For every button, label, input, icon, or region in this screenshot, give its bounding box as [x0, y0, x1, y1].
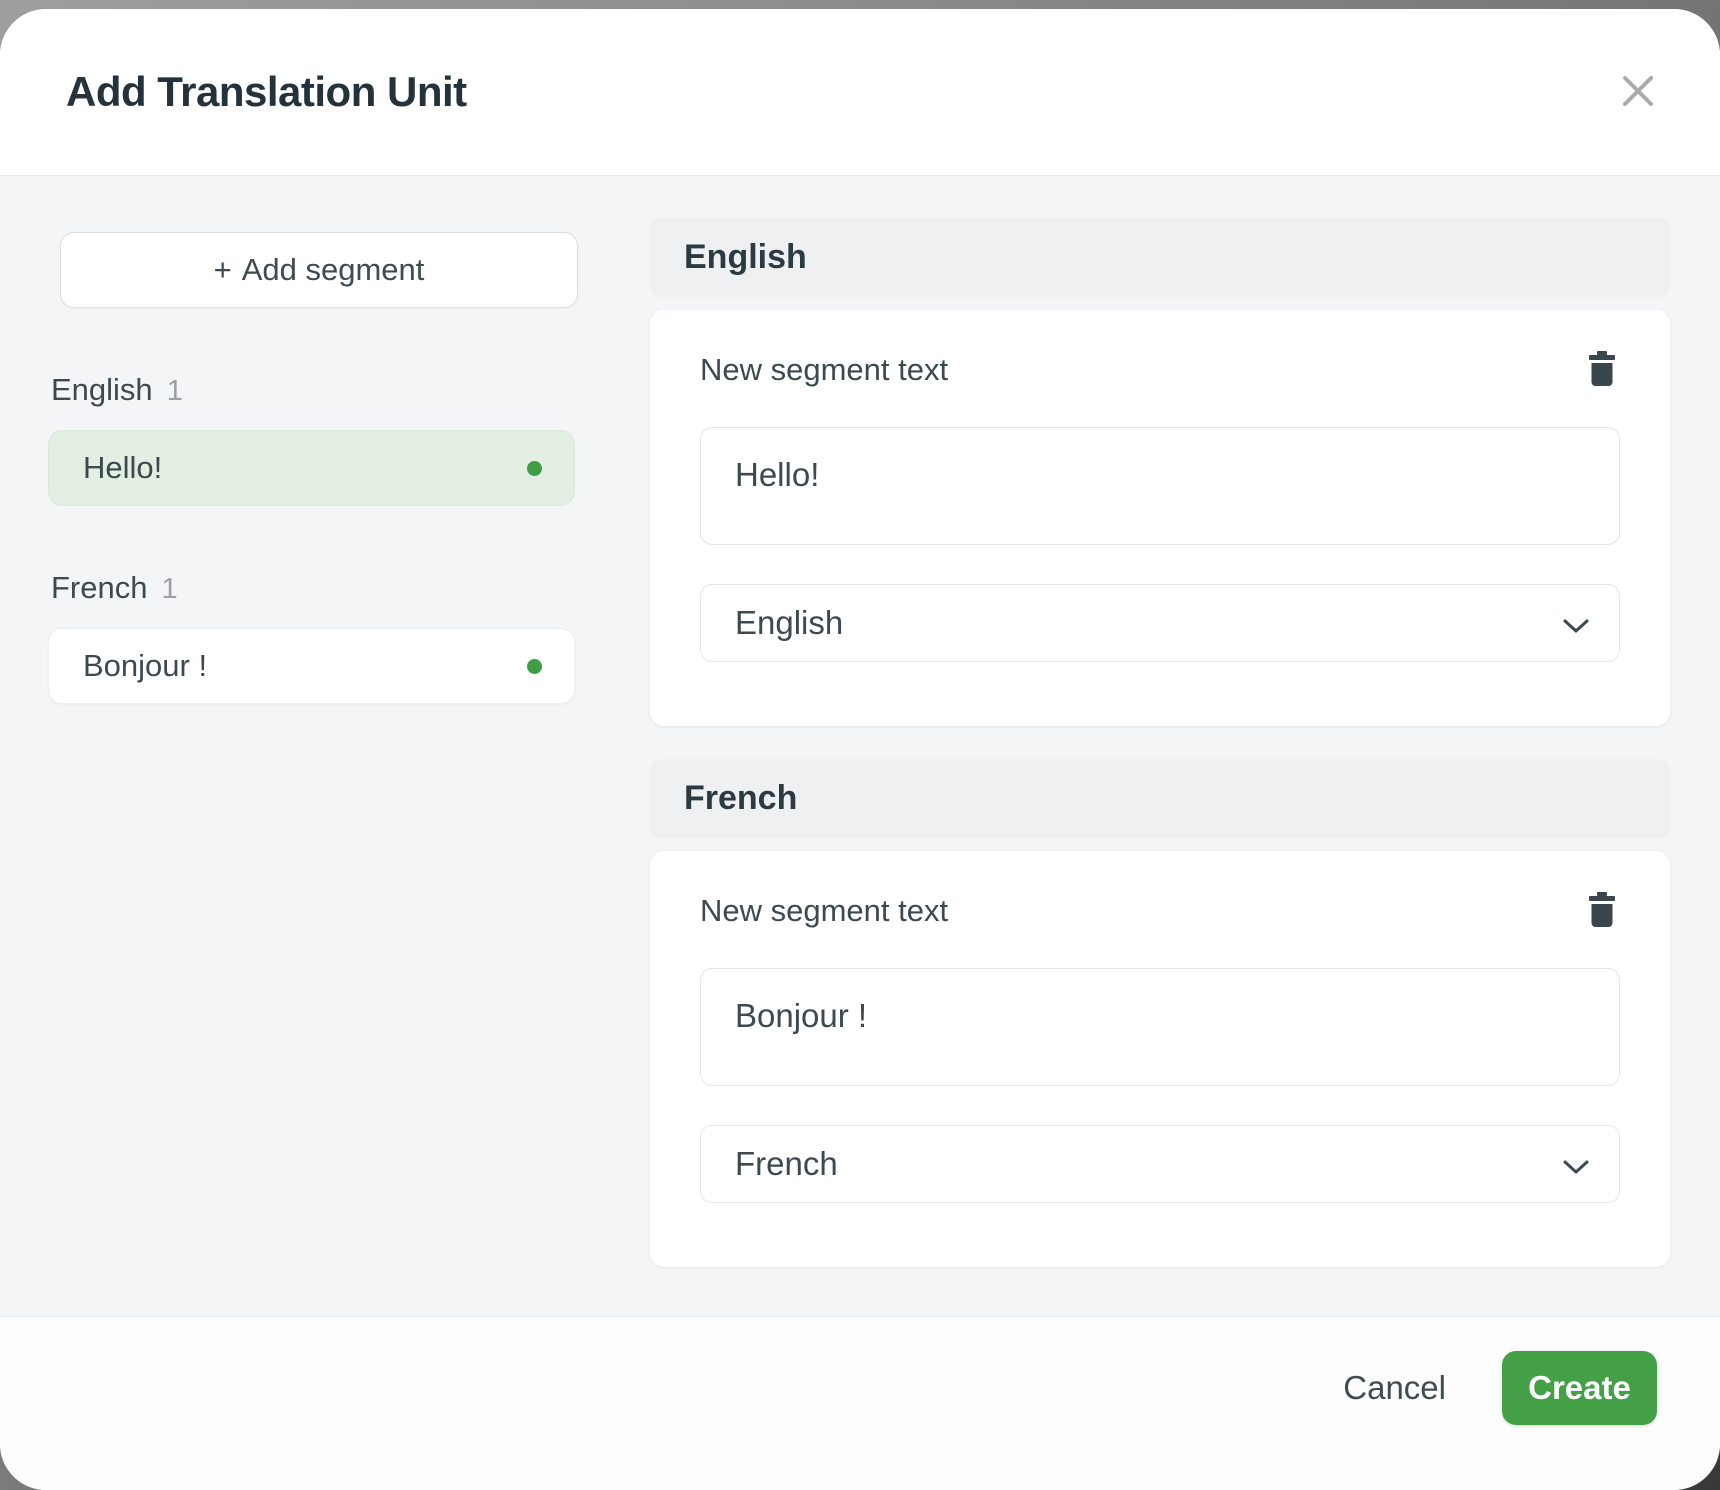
- segment-editor-card-french: New segment text Bonjour ! French: [650, 851, 1670, 1267]
- segment-text-input[interactable]: Hello!: [700, 427, 1620, 545]
- add-segment-label: Add segment: [241, 252, 425, 287]
- dialog-header: Add Translation Unit: [0, 9, 1720, 176]
- segment-label: New segment text: [700, 352, 949, 387]
- language-name: English: [51, 372, 153, 407]
- trash-icon: [1588, 891, 1616, 931]
- language-group-label-english: English 1: [51, 372, 578, 408]
- page-title: Add Translation Unit: [66, 68, 467, 115]
- panel-header-label: English: [684, 238, 807, 276]
- segment-list-item-english[interactable]: Hello!: [48, 430, 575, 506]
- segment-item-text: Bonjour !: [83, 648, 208, 683]
- status-dot: [527, 658, 542, 674]
- close-button[interactable]: [1616, 70, 1660, 114]
- plus-icon: +: [213, 252, 232, 287]
- segment-editor-panels: English New segment text: [650, 176, 1670, 1316]
- create-button[interactable]: Create: [1502, 1350, 1657, 1425]
- language-select-value: English: [735, 604, 844, 641]
- language-name: French: [51, 570, 148, 605]
- chevron-down-icon: [1563, 1145, 1589, 1183]
- cancel-button[interactable]: Cancel: [1337, 1359, 1452, 1417]
- segments-sidebar: + Add segment English 1 Hello! French 1 B…: [48, 176, 578, 1316]
- delete-segment-button[interactable]: [1584, 350, 1620, 390]
- status-dot: [527, 460, 542, 476]
- segment-editor-card-english: New segment text Hello! English: [650, 310, 1670, 726]
- delete-segment-button[interactable]: [1584, 891, 1620, 931]
- segment-count: 1: [166, 375, 183, 407]
- language-select-value: French: [735, 1145, 838, 1182]
- close-icon: [1621, 74, 1655, 111]
- segment-item-text: Hello!: [83, 450, 163, 485]
- segment-label: New segment text: [700, 893, 949, 928]
- add-translation-unit-dialog: Add Translation Unit + Add segment Englis…: [0, 9, 1720, 1490]
- language-select[interactable]: French: [700, 1125, 1620, 1203]
- trash-icon: [1588, 350, 1616, 390]
- dialog-footer: Cancel Create: [0, 1316, 1720, 1490]
- panel-header-label: French: [684, 779, 798, 817]
- segment-list-item-french[interactable]: Bonjour !: [48, 628, 575, 704]
- language-group-label-french: French 1: [51, 570, 578, 606]
- panel-header-english: English: [650, 218, 1670, 297]
- add-segment-button[interactable]: + Add segment: [60, 232, 578, 308]
- panel-header-french: French: [650, 759, 1670, 838]
- segment-text-input[interactable]: Bonjour !: [700, 968, 1620, 1086]
- language-select[interactable]: English: [700, 584, 1620, 662]
- chevron-down-icon: [1563, 604, 1589, 642]
- segment-count: 1: [161, 573, 178, 605]
- dialog-body: + Add segment English 1 Hello! French 1 B…: [0, 176, 1720, 1316]
